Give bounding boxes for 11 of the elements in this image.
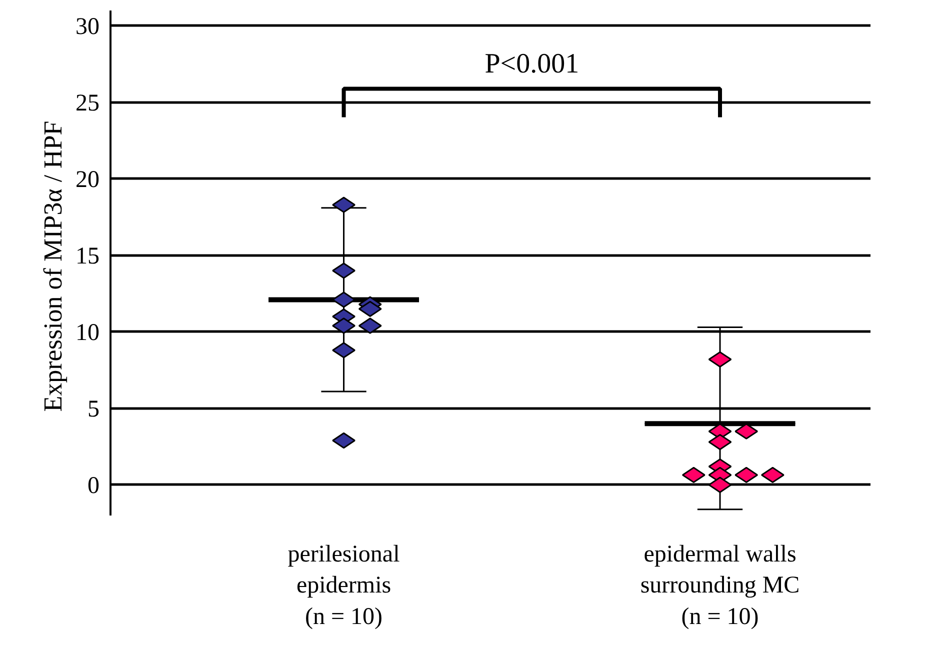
annotation: P<0.001 (484, 48, 580, 80)
x-tick-label: epidermal walls surrounding MC (n = 10) (640, 542, 800, 630)
y-tick-label: 20 (76, 166, 100, 193)
y-tick-label: 15 (76, 243, 100, 270)
x-tick-label: perilesional epidermis (n = 10) (288, 542, 400, 630)
y-tick-label: 5 (88, 396, 100, 422)
y-tick-label: 10 (76, 320, 100, 346)
y-tick-label: 30 (76, 14, 100, 40)
y-tick-label: 0 (88, 472, 100, 499)
y-axis-title: Expression of MIP3α / HPF (38, 120, 68, 412)
y-tick-label: 25 (76, 90, 100, 116)
